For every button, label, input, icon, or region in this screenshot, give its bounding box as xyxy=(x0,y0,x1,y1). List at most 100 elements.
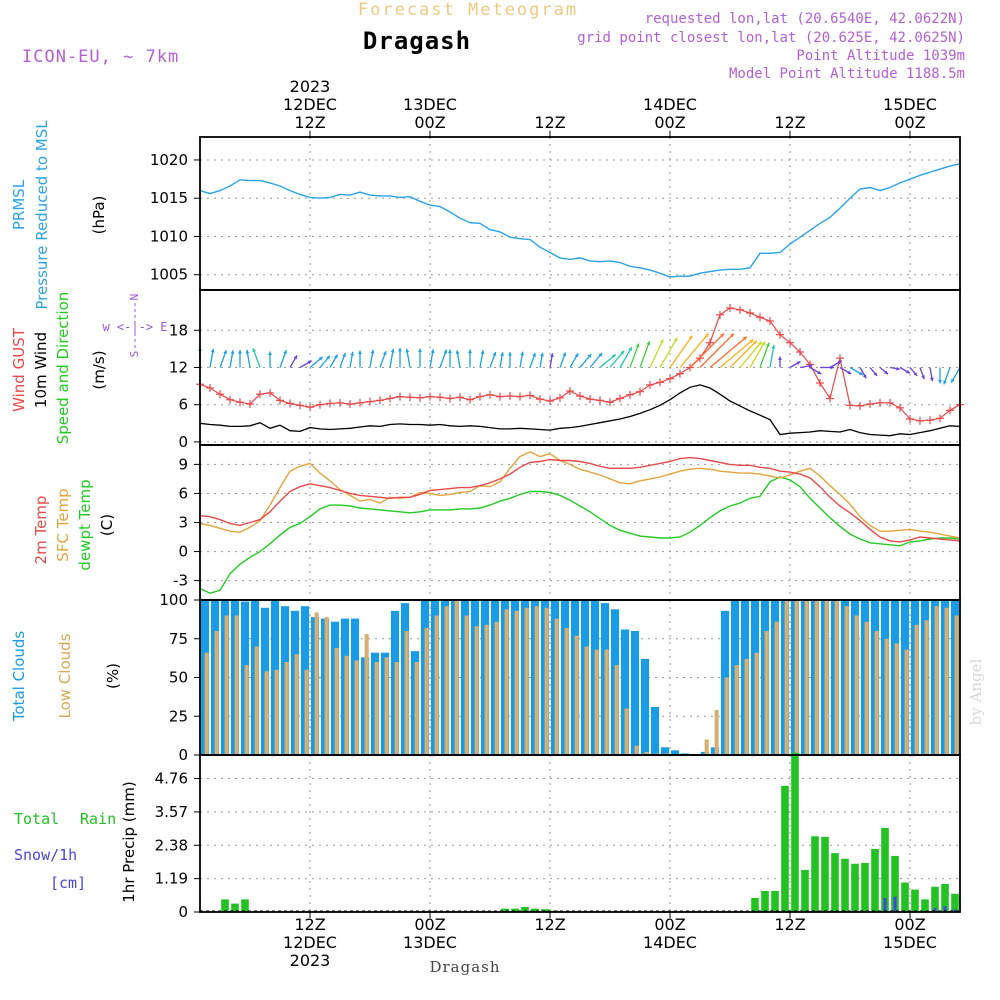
rain-bar xyxy=(241,899,249,912)
low-cloud-bar xyxy=(514,610,519,755)
wind-arrow-head xyxy=(468,349,472,354)
y-tick-label: 6 xyxy=(178,396,188,414)
wind-arrow-head xyxy=(307,360,312,365)
wind-arrow-head xyxy=(659,339,664,344)
wind-arrow-head xyxy=(230,350,235,355)
wind-arrow-head xyxy=(443,349,448,354)
wind-arrow-head xyxy=(673,337,678,342)
precip-unit: 1hr Precip (mm) xyxy=(120,781,138,902)
pressure-unit: (hPa) xyxy=(90,196,108,235)
precip-panel-labels: Total Rain Snow/1h [cm] 1hr Precip (mm) xyxy=(14,781,138,902)
wind-arrow-head xyxy=(620,350,625,355)
low-cloud-bar xyxy=(734,665,739,755)
wind-arrow-head xyxy=(455,350,460,355)
low-cloud-bar xyxy=(584,646,589,755)
wind-arrow-head xyxy=(574,353,579,358)
low-cloud-bar xyxy=(904,649,909,755)
low-cloud-bar xyxy=(934,606,939,755)
low-cloud-bar xyxy=(364,634,369,755)
low-cloud-bar xyxy=(324,617,329,755)
wind-arrow-head xyxy=(318,356,323,361)
low-clouds-label: Low Clouds xyxy=(56,633,74,718)
wind-panel-labels: Wind GUST 10m Wind Speed and Direction (… xyxy=(10,292,168,445)
rain-bar xyxy=(881,827,889,912)
wind-arrow-head xyxy=(334,354,338,359)
y-tick-label: 0 xyxy=(178,746,188,764)
total-cloud-bar xyxy=(640,658,650,755)
pressure-msl-label: Pressure Reduced to MSL xyxy=(33,120,51,310)
wind-arrow-head xyxy=(382,351,387,356)
low-cloud-bar xyxy=(274,669,279,755)
y-tick-label: 100 xyxy=(159,591,188,609)
y-tick-label: -3 xyxy=(173,572,188,590)
low-cloud-bar xyxy=(894,643,899,755)
wind-arrow-head xyxy=(245,349,250,354)
low-cloud-bar xyxy=(544,607,549,755)
time-label-bottom: 12DEC xyxy=(283,933,337,952)
wind-direction-arrow xyxy=(709,336,748,368)
low-cloud-bar xyxy=(624,708,629,755)
rain-bar xyxy=(951,893,959,912)
low-cloud-bar xyxy=(814,600,819,755)
wind-arrow-head xyxy=(704,333,709,338)
rain-bar xyxy=(751,897,759,912)
dewpoint-line xyxy=(199,476,961,594)
low-cloud-bar xyxy=(864,621,869,755)
wind-arrow-head xyxy=(587,354,592,359)
wind-arrow-head xyxy=(508,352,512,356)
wind-arrow-head xyxy=(758,341,762,346)
low-cloud-bar xyxy=(264,671,269,755)
wind-arrow-head xyxy=(238,350,242,354)
wind-direction-arrow xyxy=(769,344,775,368)
time-label-bottom: 12Z xyxy=(534,915,565,934)
cloud-panel-labels: Total Clouds Low Clouds (%) xyxy=(10,631,122,723)
wind-arrow-head xyxy=(611,354,616,359)
time-label-top: 2023 xyxy=(290,77,331,96)
model-label: ICON-EU, ~ 7km xyxy=(22,47,179,67)
wind-arrow-head xyxy=(550,353,554,358)
low-cloud-bar xyxy=(504,609,509,755)
rain-bar xyxy=(851,863,859,912)
low-cloud-bar xyxy=(784,600,789,755)
wind-arrow-head xyxy=(761,341,765,346)
time-label-bottom: 00Z xyxy=(894,915,925,934)
time-label-top: 12Z xyxy=(294,113,325,132)
wind-arrow-head xyxy=(418,348,422,353)
rain-bar xyxy=(941,883,949,912)
wind-arrow-head xyxy=(492,351,497,356)
wind-arrow-head xyxy=(938,379,942,384)
wind-arrow-head xyxy=(817,370,822,374)
low-cloud-bar xyxy=(474,626,479,755)
wind-direction-arrow xyxy=(729,340,758,368)
wind-arrow-head xyxy=(500,352,504,357)
y-tick-label: 0 xyxy=(178,903,188,921)
rain-bar xyxy=(921,899,929,912)
wind-direction-arrow xyxy=(749,341,766,368)
total-cloud-bar xyxy=(620,629,630,755)
low-cloud-bar xyxy=(234,615,239,755)
low-cloud-bar xyxy=(574,635,579,755)
wind-arrow-head xyxy=(268,351,272,356)
model-altitude: Model Point Altitude 1188.5m xyxy=(729,66,965,82)
y-tick-label: 1.19 xyxy=(155,870,188,888)
low-cloud-bar xyxy=(794,600,799,755)
time-label-bottom: 14DEC xyxy=(643,933,697,952)
low-cloud-bar xyxy=(374,662,379,755)
rain-bar xyxy=(821,836,829,912)
time-label-bottom: 12Z xyxy=(294,915,325,934)
wind-speed-direction-label: Speed and Direction xyxy=(54,292,72,445)
low-cloud-bar xyxy=(254,646,259,755)
rain-bar xyxy=(501,908,509,912)
low-cloud-bar xyxy=(484,624,489,755)
low-cloud-bar xyxy=(774,621,779,755)
super-title: Forecast Meteogram xyxy=(358,0,578,20)
rain-bar xyxy=(791,752,799,912)
wind-direction-arrow xyxy=(619,346,633,368)
total-cloud-bar xyxy=(650,706,660,755)
low-cloud-bar xyxy=(594,649,599,755)
precip-snow-label: Snow/1h xyxy=(14,846,77,864)
low-cloud-bar xyxy=(744,658,749,755)
wind-arrow-head xyxy=(766,342,770,347)
time-label-bottom: 15DEC xyxy=(883,933,937,952)
